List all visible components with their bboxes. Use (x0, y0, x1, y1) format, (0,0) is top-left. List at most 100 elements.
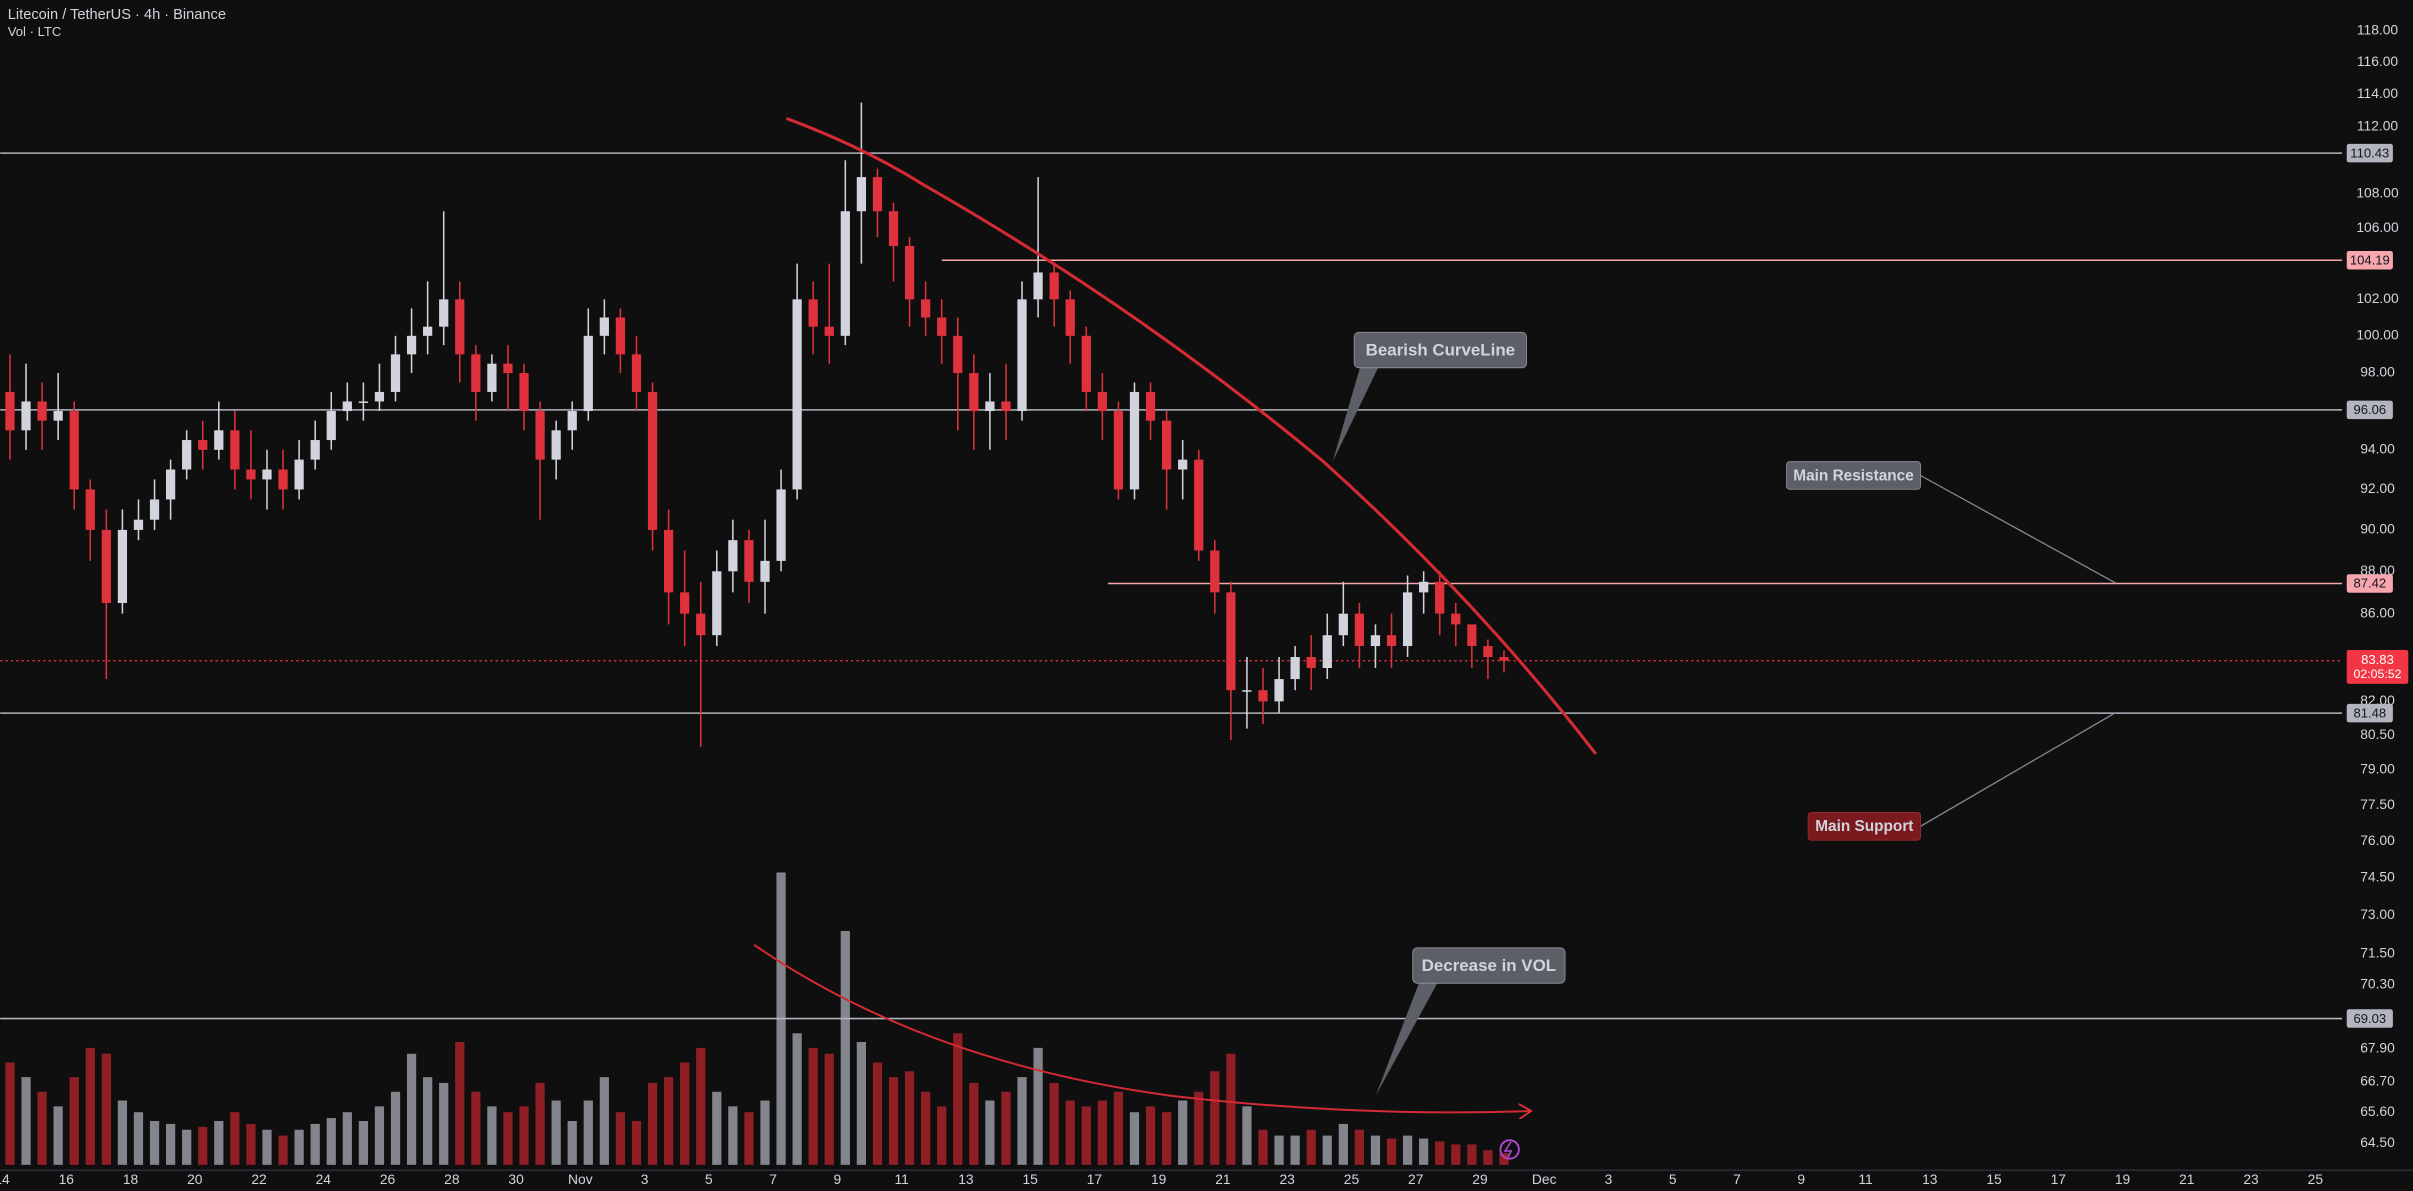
candle-body (423, 326, 433, 336)
volume-bar (1499, 1153, 1509, 1165)
candle-body (455, 299, 465, 355)
volume-bar (1274, 1135, 1284, 1165)
volume-bar (888, 1077, 899, 1165)
candle-body (519, 373, 529, 412)
volume-bar (712, 1091, 722, 1165)
y-tick-label: 114.00 (2357, 85, 2399, 101)
candle-body (246, 469, 256, 480)
replay-icon-bolt (1503, 1141, 1513, 1158)
x-tick-label: 25 (2308, 1171, 2324, 1187)
price-labels: 110.43 104.19 96.06 87.42 81.48 69.03 83.8302:… (2346, 143, 2409, 1028)
volume-bar (326, 1118, 336, 1165)
y-tick-label: 88.00 (2360, 562, 2395, 578)
y-tick-label: 79.00 (2360, 761, 2395, 777)
volume-bar (1194, 1091, 1204, 1165)
annotation-text: Main Support (1815, 818, 1913, 835)
volume-bar (937, 1106, 947, 1165)
volume-bar (824, 1053, 834, 1165)
candle-body (680, 592, 690, 614)
y-tick-label: 66.70 (2360, 1072, 2395, 1088)
volume-bar (471, 1091, 481, 1165)
candle-body (1033, 272, 1043, 300)
x-tick-label: 15 (1986, 1171, 2002, 1187)
level-label: 81.48 (2353, 705, 2386, 720)
volume-bar (551, 1100, 561, 1165)
volume-bar (1145, 1106, 1156, 1165)
candle-body (278, 469, 288, 490)
candle-body (503, 363, 513, 374)
volume-bar (246, 1123, 256, 1165)
volume-bar (278, 1135, 288, 1165)
replay-icon[interactable] (1499, 1139, 1520, 1160)
volume-bar (5, 1062, 15, 1165)
level-label: 69.03 (2353, 1011, 2386, 1026)
volume-bar (133, 1112, 144, 1165)
x-tick-label: 9 (834, 1171, 842, 1187)
y-tick-label: 90.00 (2360, 521, 2395, 537)
volume-bar (728, 1106, 738, 1165)
candle-body (663, 529, 674, 593)
volume-bar (1242, 1106, 1252, 1165)
volume-bar (985, 1100, 995, 1165)
x-tick-label: 23 (2243, 1171, 2259, 1187)
candle-body (615, 317, 626, 355)
candle-body (101, 529, 111, 603)
volume-bar (760, 1100, 770, 1165)
y-tick-label: 77.50 (2360, 796, 2395, 812)
volume-bar (262, 1129, 272, 1165)
volume-bar (310, 1123, 320, 1165)
candle-body (37, 401, 47, 421)
volume-bar (535, 1082, 545, 1165)
y-tick-label: 118.00 (2357, 22, 2399, 38)
x-tick-label: 5 (1669, 1171, 1677, 1187)
y-tick-label: 116.00 (2357, 53, 2399, 69)
volume-bar (583, 1100, 593, 1165)
candle-body (631, 354, 642, 392)
volume-bar (1097, 1100, 1107, 1165)
volume-bar (342, 1112, 352, 1165)
volume-bar (856, 1042, 867, 1165)
x-tick-label: 16 (59, 1171, 75, 1187)
candle-body (1322, 635, 1332, 668)
y-tick-label: 112.00 (2357, 118, 2399, 134)
candle-body (808, 299, 818, 327)
candle-body (728, 540, 738, 572)
candle-layer (5, 102, 1509, 747)
volume-bar (696, 1047, 706, 1165)
x-tick-label: 19 (1151, 1171, 1167, 1187)
volume-bar (198, 1126, 208, 1165)
volume-bar (1451, 1144, 1461, 1165)
y-tick-label: 92.00 (2360, 480, 2395, 496)
volume-bar (1161, 1112, 1172, 1165)
candle-body (487, 363, 497, 392)
candle-body (1274, 679, 1284, 702)
x-tick-label: 7 (1733, 1171, 1741, 1187)
annotation-text: Bearish CurveLine (1366, 340, 1515, 359)
candle-body (1049, 272, 1059, 300)
volume-bar (567, 1120, 577, 1165)
volume-curve (753, 943, 1531, 1113)
volume-bar (1001, 1091, 1011, 1165)
volume-bar (872, 1062, 883, 1165)
candle-body (1258, 690, 1268, 702)
candle-body (840, 211, 850, 336)
volume-bar (1081, 1106, 1091, 1165)
y-tick-label: 65.60 (2360, 1103, 2395, 1119)
volume-bar (1113, 1091, 1124, 1165)
x-tick-label: 30 (508, 1171, 524, 1187)
volume-bar (214, 1120, 224, 1165)
candle-body (1242, 690, 1252, 692)
volume-bar (1049, 1082, 1059, 1165)
candle-body (888, 211, 899, 246)
candle-body (133, 519, 144, 530)
volume-bar (1210, 1071, 1220, 1165)
x-tick-label: 11 (1858, 1171, 1873, 1187)
x-tick-label: 19 (2115, 1171, 2131, 1187)
chart-subtitle: Vol · LTC (8, 24, 61, 39)
volume-bar (1033, 1047, 1043, 1165)
candle-body (390, 354, 401, 392)
volume-bar (744, 1112, 754, 1165)
volume-bar (1402, 1135, 1413, 1165)
resistance-box (1786, 461, 1921, 490)
candle-body (953, 335, 963, 374)
